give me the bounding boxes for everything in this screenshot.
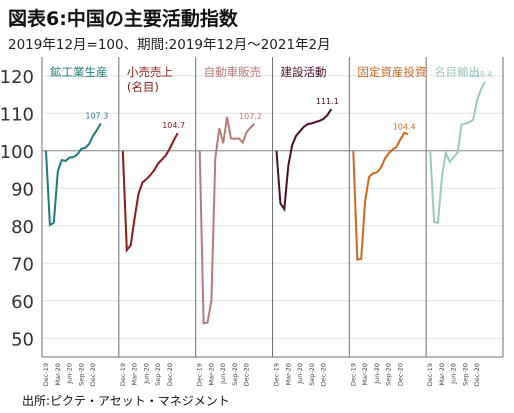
- x-tick-label: Mar-20: [207, 363, 215, 385]
- series-name-label: 自動車販売: [204, 65, 262, 79]
- x-tick-label: Mar-20: [361, 363, 369, 385]
- end-value-label: 118.4: [470, 70, 493, 79]
- series-line-1: [45, 122, 102, 227]
- x-tick-label: Jun-20: [219, 363, 227, 385]
- y-tick-label: 60: [11, 292, 34, 313]
- x-tick-label: Dec-20: [166, 363, 174, 386]
- x-tick-label: Mar-20: [438, 363, 446, 385]
- series-line-5: [352, 131, 409, 261]
- series-line-3: [198, 116, 256, 325]
- series-name-label: 名目輸出: [434, 65, 480, 79]
- end-value-label: 104.4: [393, 122, 416, 131]
- x-tick-label: Dec-20: [396, 363, 404, 386]
- y-tick-label: 110: [0, 104, 34, 125]
- x-tick-label: Sep-20: [308, 363, 316, 386]
- x-tick-label: Dec-19: [426, 363, 434, 386]
- y-tick-label: 90: [11, 179, 34, 200]
- end-value-label: 107.2: [239, 112, 262, 121]
- y-tick-label: 80: [11, 217, 34, 238]
- x-tick-label: Jun-20: [142, 363, 150, 385]
- y-tick-label: 120: [0, 67, 34, 88]
- series-line-4: [275, 108, 333, 213]
- x-tick-label: Sep-20: [154, 363, 162, 386]
- end-value-label: 111.1: [316, 97, 339, 106]
- x-tick-label: Mar-20: [284, 363, 292, 385]
- series-name-label: 小売売上: [127, 65, 173, 79]
- series-name-label: 固定資産投資: [357, 65, 426, 79]
- series-name-label: 建設活動: [281, 65, 327, 79]
- y-tick-label: 70: [11, 254, 34, 275]
- x-tick-label: Sep-20: [461, 363, 469, 386]
- x-tick-label: Jun-20: [296, 363, 304, 385]
- series-name-label: (名目): [127, 80, 159, 94]
- x-tick-label: Mar-20: [131, 363, 139, 385]
- x-tick-label: Dec-20: [473, 363, 481, 386]
- x-tick-label: Dec-19: [349, 363, 357, 386]
- x-tick-label: Jun-20: [66, 363, 74, 385]
- x-tick-label: Sep-20: [77, 363, 85, 386]
- series-line-2: [121, 132, 179, 253]
- end-value-label: 107.3: [85, 111, 108, 120]
- y-tick-label: 50: [11, 329, 34, 350]
- y-tick-label: 100: [0, 142, 34, 163]
- x-tick-label: Mar-20: [54, 363, 62, 385]
- x-tick-label: Dec-20: [243, 363, 251, 386]
- x-tick-label: Dec-20: [320, 363, 328, 386]
- x-tick-label: Dec-20: [89, 363, 97, 386]
- source-note: 出所:ピクテ・アセット・マネジメント: [22, 394, 230, 408]
- x-tick-label: Sep-20: [231, 363, 239, 386]
- x-tick-label: Jun-20: [450, 363, 458, 385]
- series-name-label: 鉱工業生産: [50, 65, 108, 79]
- end-value-label: 104.7: [162, 121, 185, 130]
- x-tick-label: Dec-19: [42, 363, 50, 386]
- x-tick-label: Jun-20: [373, 363, 381, 385]
- x-tick-label: Dec-19: [273, 363, 281, 386]
- series-line-6: [429, 81, 486, 225]
- x-tick-label: Sep-20: [385, 363, 393, 386]
- chart-subtitle: 2019年12月=100、期間:2019年12月～2021年2月: [8, 37, 331, 53]
- x-tick-label: Dec-19: [196, 363, 204, 386]
- chart-title: 図表6:中国の主要活動指数: [8, 8, 238, 30]
- x-tick-label: Dec-19: [119, 363, 127, 386]
